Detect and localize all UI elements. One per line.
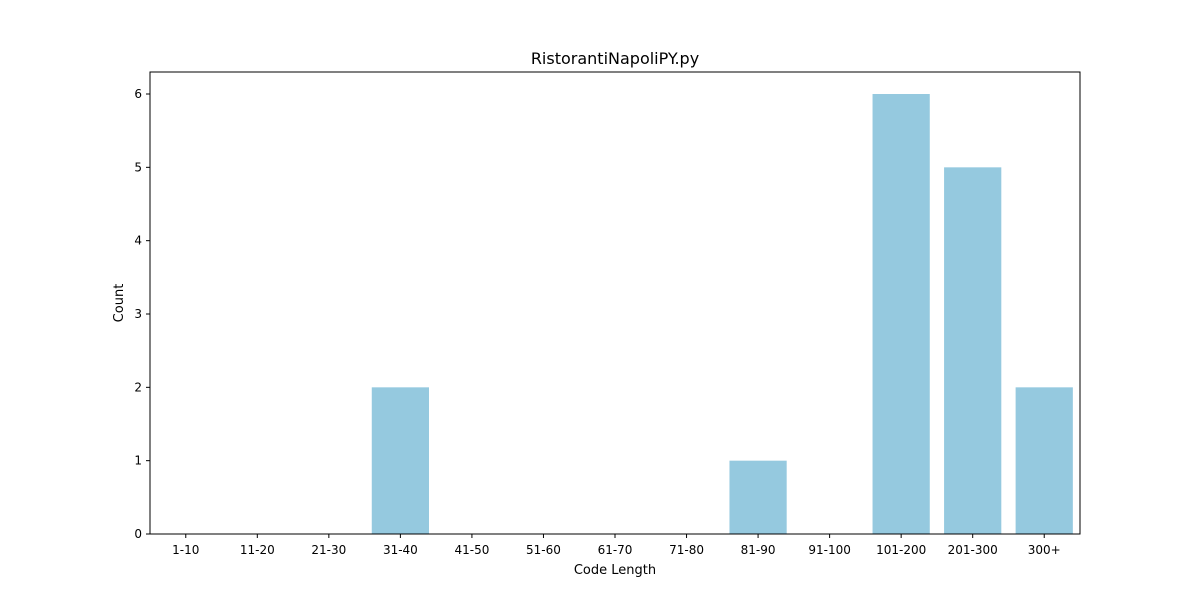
bar-101-200 xyxy=(872,94,930,534)
x-tick-label: 21-30 xyxy=(311,543,346,557)
x-tick-label: 101-200 xyxy=(876,543,926,557)
x-tick-label: 31-40 xyxy=(383,543,418,557)
y-axis-label: Count xyxy=(112,284,127,323)
x-axis-label: Code Length xyxy=(574,563,656,578)
x-tick-label: 71-80 xyxy=(669,543,704,557)
x-tick-label: 61-70 xyxy=(598,543,633,557)
y-tick-label: 3 xyxy=(134,307,142,321)
y-tick-label: 5 xyxy=(134,160,142,174)
x-tick-label: 11-20 xyxy=(240,543,275,557)
bar-31-40 xyxy=(371,387,429,534)
x-tick-label: 1-10 xyxy=(172,543,199,557)
plot-frame xyxy=(149,71,1081,535)
x-tick-label: 41-50 xyxy=(454,543,489,557)
y-tick-label: 1 xyxy=(134,454,142,468)
y-tick-label: 6 xyxy=(134,87,142,101)
x-axis-ticks: 1-10 11-20 21-30 31-40 41-50 51-60 61-70 71-80 8… xyxy=(172,534,1061,557)
x-tick-label: 51-60 xyxy=(526,543,561,557)
y-axis-ticks: 0 1 2 3 4 5 6 xyxy=(134,87,150,541)
bar-201-300 xyxy=(944,167,1002,535)
x-tick-label: 201-300 xyxy=(948,543,998,557)
chart-title: RistorantiNapoliPY.py xyxy=(531,49,699,68)
y-tick-label: 2 xyxy=(134,380,142,394)
y-tick-label: 0 xyxy=(134,527,142,541)
x-tick-label: 91-100 xyxy=(808,543,851,557)
bars-group xyxy=(371,94,1073,535)
y-tick-label: 4 xyxy=(134,234,142,248)
x-tick-label: 300+ xyxy=(1028,543,1061,557)
bar-81-90 xyxy=(729,460,787,534)
x-tick-label: 81-90 xyxy=(741,543,776,557)
bar-300+ xyxy=(1015,387,1073,534)
